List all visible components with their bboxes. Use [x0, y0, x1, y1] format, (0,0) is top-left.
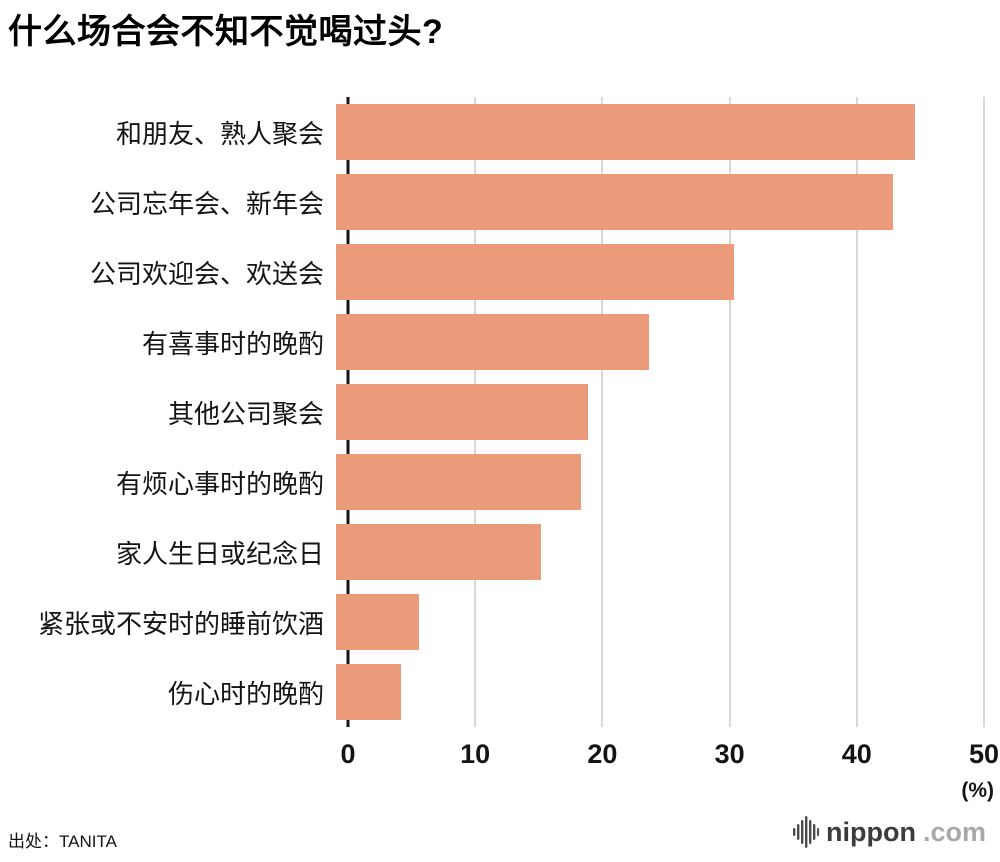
nippon-logo: nippon .com	[793, 816, 986, 848]
x-tick-label: 30	[714, 739, 745, 769]
category-label: 家人生日或纪念日	[115, 538, 324, 569]
chart-row: 公司忘年会、新年会	[0, 167, 1000, 237]
nippon-logo-icon	[793, 816, 819, 848]
nippon-logo-tld: .com	[922, 816, 986, 847]
gridline	[601, 97, 604, 727]
bar	[336, 384, 588, 440]
chart-row: 其他公司聚会	[0, 377, 1000, 447]
gridline	[855, 97, 858, 727]
source-credit: 出处：TANITA	[8, 832, 117, 851]
gridline	[728, 97, 731, 727]
gridline	[983, 97, 985, 727]
bar	[336, 594, 419, 650]
bar-area	[336, 657, 972, 727]
category-label: 公司欢迎会、欢送会	[89, 258, 324, 289]
bar	[336, 664, 401, 720]
x-tick-label: 50	[968, 739, 1000, 769]
bar-area	[336, 237, 972, 307]
bar-area	[336, 307, 972, 377]
bar-area	[336, 167, 972, 237]
rows: 和朋友、熟人聚会公司忘年会、新年会 公司欢迎会、欢送会有喜事时的晚酌其他公司聚会有…	[0, 97, 1000, 727]
category-label: 和朋友、熟人聚会	[115, 118, 324, 149]
bar	[336, 314, 649, 370]
bar	[336, 524, 541, 580]
x-axis-unit-label: (%)	[961, 779, 994, 802]
x-tick-label: 0	[340, 739, 356, 769]
category-label: 紧张或不安时的睡前饮酒	[37, 608, 324, 639]
chart-title: 什么场合会不知不觉喝过头?	[8, 13, 444, 51]
chart-row: 有烦心事时的晚酌	[0, 447, 1000, 517]
category-label: 伤心时的晚酌	[167, 678, 324, 709]
chart-row: 伤心时的晚酌	[0, 657, 1000, 727]
category-label: 公司忘年会、新年会	[89, 188, 324, 219]
bar	[336, 104, 915, 160]
category-label: 有烦心事时的晚酌	[115, 468, 324, 499]
bar-chart: 和朋友、熟人聚会公司忘年会、新年会 公司欢迎会、欢送会有喜事时的晚酌其他公司聚会有…	[0, 97, 1000, 802]
bar	[336, 174, 894, 230]
chart-row: 家人生日或纪念日	[0, 517, 1000, 587]
category-label: 有喜事时的晚酌	[141, 328, 324, 359]
bar-area	[336, 517, 972, 587]
bar-area	[336, 377, 972, 447]
nippon-logo-name: nippon	[826, 816, 916, 847]
x-tick-label: 20	[587, 739, 618, 769]
chart-row: 和朋友、熟人聚会	[0, 97, 1000, 167]
category-label: 其他公司聚会	[167, 398, 324, 429]
chart-row: 有喜事时的晚酌	[0, 307, 1000, 377]
bar-area	[336, 587, 972, 657]
x-tick-label: 10	[460, 739, 491, 769]
chart-row: 紧张或不安时的睡前饮酒	[0, 587, 1000, 657]
bar-area	[336, 97, 972, 167]
bar	[336, 454, 582, 510]
x-axis: (%) 0 10 20 30 40 50	[340, 727, 999, 817]
x-tick-label: 40	[841, 739, 872, 769]
bar-area	[336, 447, 972, 517]
chart-row: 公司欢迎会、欢送会	[0, 237, 1000, 307]
bar	[336, 244, 735, 300]
